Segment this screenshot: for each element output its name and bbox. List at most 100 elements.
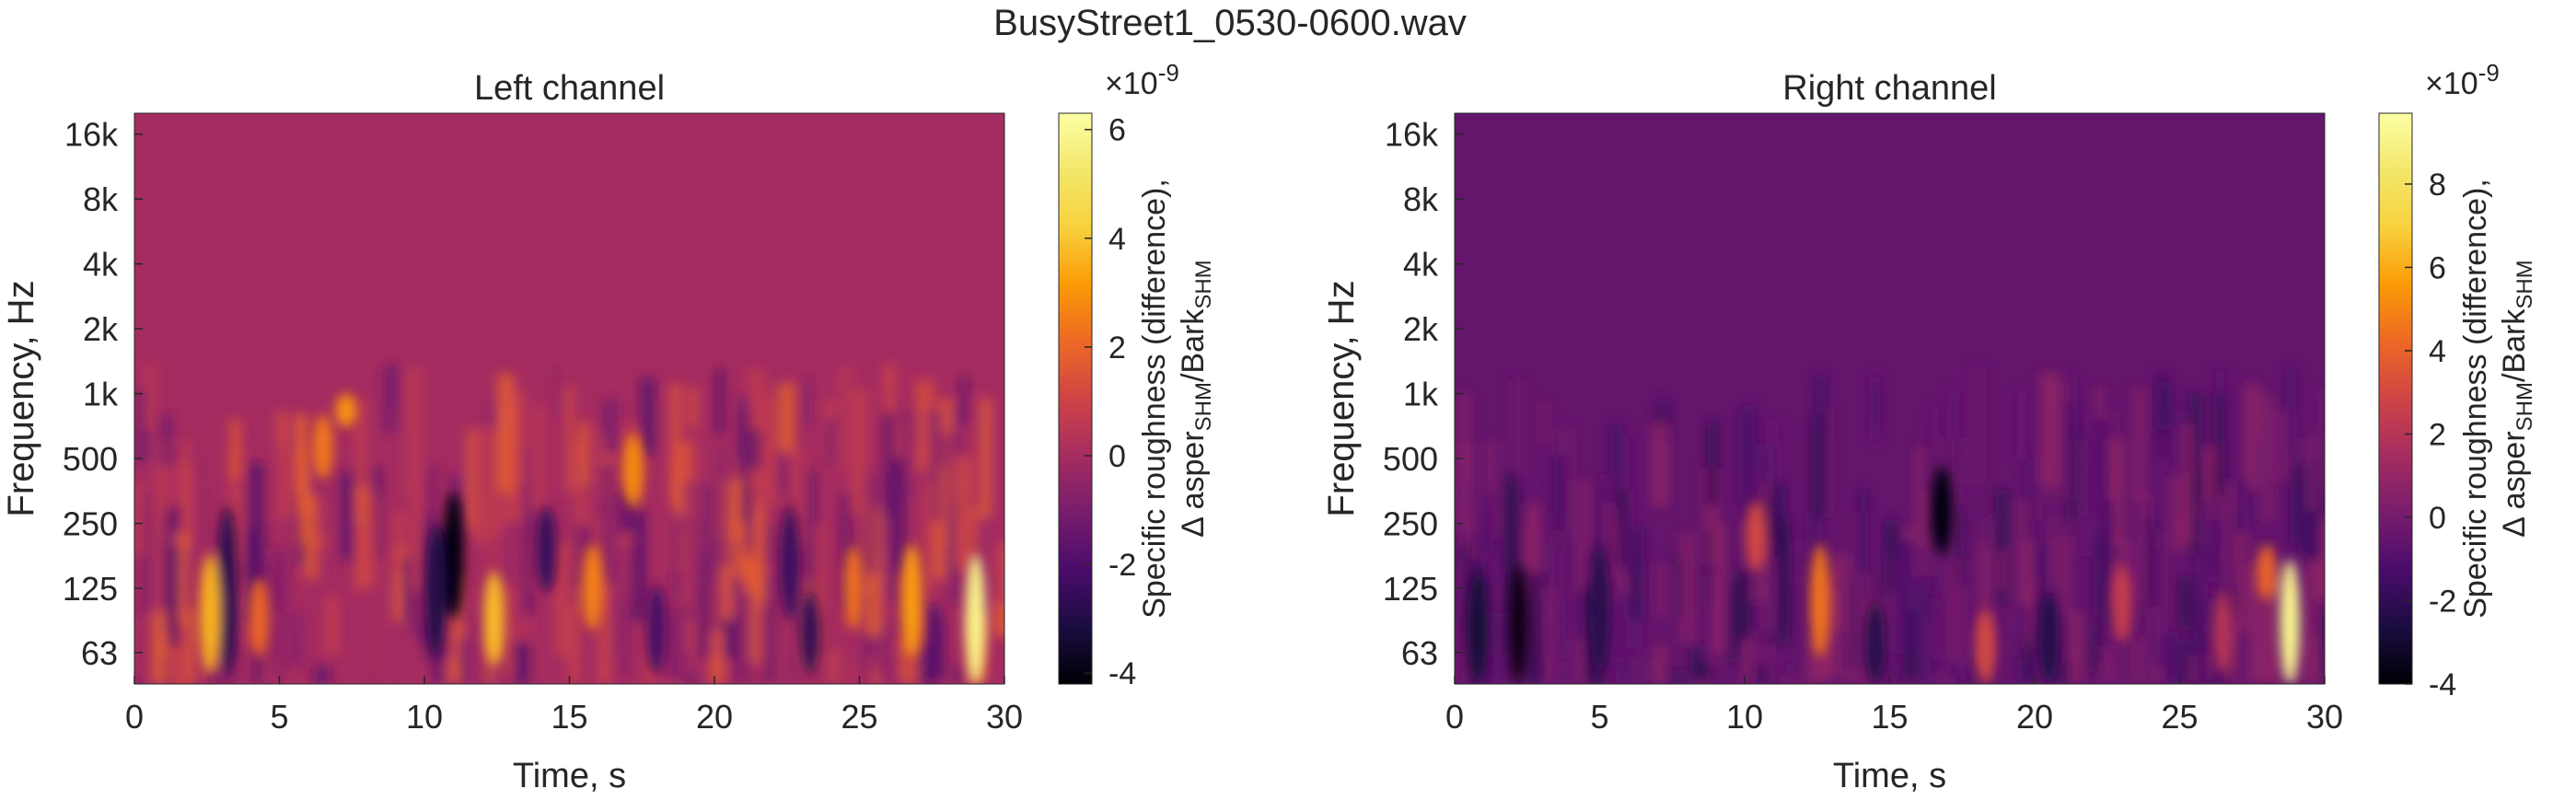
heatmap-cell [550,570,556,683]
heatmap-cell [164,470,171,518]
heatmap-cell [1493,612,1512,684]
heatmap-spot [443,492,464,620]
heatmap-cell [502,467,514,583]
y-tick-label: 8k [1403,180,1439,218]
colorbar-tick-label: -4 [1108,656,1136,691]
heatmap-cell [834,650,851,684]
heatmap-cell [278,553,290,628]
heatmap-cell [1459,393,1470,481]
heatmap-cell [952,665,963,684]
heatmap-cell [1848,669,1858,684]
heatmap-cell [807,470,816,598]
heatmap-cell [698,553,708,659]
heatmap-cell [2074,438,2090,557]
heatmap-cell [2199,680,2216,684]
y-tick-label: 63 [1401,634,1438,672]
x-tick-label: 30 [986,698,1023,736]
colorbar-tick-label: 6 [2429,250,2446,285]
heatmap-cell [1759,540,1768,601]
heatmap-cell [1668,670,1684,684]
x-tick-label: 15 [551,698,587,736]
heatmap-spot [582,544,603,631]
heatmap-spot [2212,592,2234,675]
heatmap-cell [2189,477,2200,557]
heatmap-cell [459,506,479,625]
heatmap-cell [699,483,717,586]
x-tick-label: 10 [1726,698,1763,736]
heatmap-cell [1553,456,1564,551]
heatmap-spot [2257,544,2277,601]
heatmap-cell [394,509,404,575]
heatmap-cell [532,406,545,512]
heatmap-cell [1873,381,1880,428]
heatmap-cell [428,464,438,587]
heatmap-spot [1589,544,1610,675]
heatmap-cell [1956,510,1964,586]
heatmap-cell [935,683,942,684]
y-tick-label: 1k [1403,376,1439,413]
heatmap-cell [1750,663,1769,684]
heatmap-cell [182,441,190,524]
heatmap-cell [1971,366,1983,485]
heatmap-cell [2179,575,2195,630]
heatmap-cell [1548,530,1562,605]
heatmap-cell [2024,635,2035,684]
heatmap-cell [2069,611,2083,684]
colorbar-multiplier: ×10-9 [2425,59,2500,101]
heatmap-cell [168,545,180,648]
heatmap-cell [741,413,748,522]
y-tick-label: 1k [83,376,119,413]
heatmap-cell [2051,516,2058,574]
heatmap-cell [2132,388,2145,502]
heatmap-spot [1468,571,1489,684]
heatmap-cell [710,657,716,684]
heatmap-cell [273,609,292,684]
colorbar-tick-label: -2 [1108,548,1136,583]
heatmap-cell [467,430,474,531]
heatmap-cell [1825,408,1832,518]
heatmap-cell [144,364,156,430]
y-tick-label: 4k [1403,246,1439,284]
heatmap-cell [1859,490,1868,574]
colorbar-label-line2: Δ asperSHM/BarkSHM [1176,260,1216,537]
heatmap-cell [2257,443,2264,524]
heatmap-cell [682,672,701,684]
colorbar-label-line2: Δ asperSHM/BarkSHM [2497,260,2537,537]
x-axis-label: Time, s [1833,757,1946,795]
heatmap-spot [199,554,220,675]
heatmap-cell [803,377,809,426]
heatmap-cell [229,420,241,479]
heatmap-spot [1975,609,1996,684]
heatmap-cell [272,446,284,524]
heatmap-texture [1455,366,2325,684]
heatmap-spot [2038,592,2060,684]
heatmap-texture [134,364,1004,684]
x-tick-label: 10 [406,698,443,736]
heatmap-cell [523,444,530,551]
y-tick-label: 125 [63,570,118,608]
heatmap-cell [1851,577,1860,680]
heatmap-cell [669,383,681,504]
heatmap-cell [467,615,483,669]
chart-title: Left channel [474,69,665,108]
heatmap-cell [402,558,412,623]
heatmap-cell [574,440,582,523]
colorbar-tick-label: 0 [2429,501,2446,536]
heatmap-cell [1641,657,1656,684]
heatmap-cell [631,510,649,622]
heatmap-spot [646,585,667,675]
heatmap-spot [1508,565,1529,684]
heatmap-cell [619,597,632,677]
heatmap-cell [2061,535,2069,617]
heatmap-cell [180,683,186,684]
heatmap-cell [2188,392,2202,495]
y-axis-label: Frequency, Hz [1321,280,1362,516]
heatmap-cell [1621,528,1632,574]
x-tick-label: 25 [841,698,877,736]
heatmap-cell [667,681,680,684]
y-tick-label: 500 [63,440,118,478]
heatmap-cell [2261,393,2274,520]
heatmap-cell [676,601,690,684]
heatmap-cell [1735,569,1751,640]
heatmap-cell [409,491,423,592]
